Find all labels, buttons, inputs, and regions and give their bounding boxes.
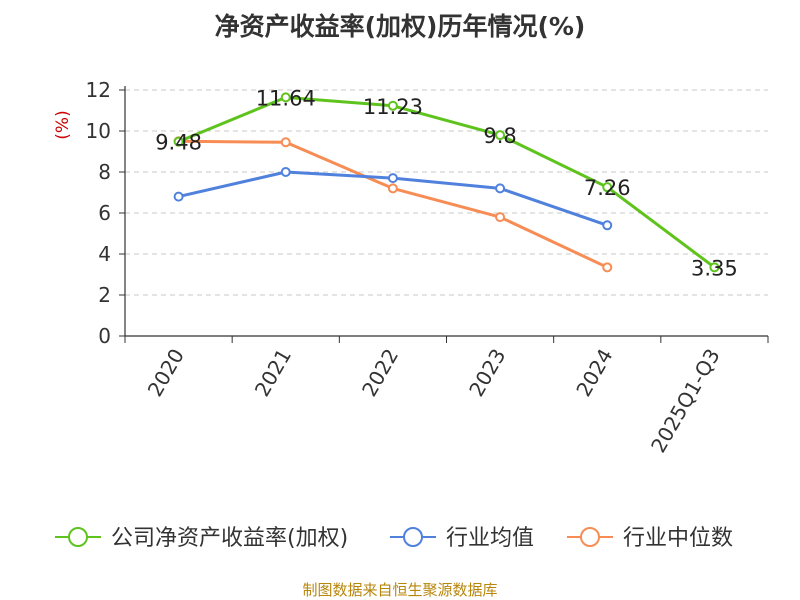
- y-tick-label: 0: [98, 324, 111, 348]
- data-label: 9.48: [155, 131, 202, 155]
- y-tick-label: 12: [86, 78, 111, 102]
- legend-marker-2: [580, 527, 600, 547]
- data-label: 9.8: [483, 124, 516, 148]
- data-label: 3.35: [691, 256, 738, 280]
- data-point: [495, 212, 506, 223]
- data-point: [495, 130, 506, 141]
- source-note: 制图数据来自恒生聚源数据库: [302, 581, 497, 599]
- data-point: [173, 191, 184, 202]
- y-tick-label: 8: [98, 160, 111, 184]
- legend-marker-0: [68, 527, 88, 547]
- legend: 公司净资产收益率(加权) 行业均值 行业中位数: [55, 526, 733, 551]
- data-label: 11.23: [363, 95, 423, 119]
- y-tick-label: 2: [98, 283, 111, 307]
- data-point: [280, 167, 291, 177]
- data-labels: 9.48 11.64 11.23 9.8 7.26 3.35: [155, 86, 738, 280]
- legend-label-2: 行业中位数: [623, 526, 733, 551]
- chart-title: 净资产收益率(加权)历年情况(%): [215, 12, 586, 41]
- data-point: [495, 183, 506, 194]
- x-tick-label: 2022: [357, 345, 403, 401]
- data-point: [709, 262, 720, 273]
- data-label: 11.64: [256, 86, 316, 110]
- x-tick-label: 2023: [464, 345, 510, 401]
- x-tick-label: 2025Q1-Q3: [646, 345, 725, 457]
- gridlines: [125, 89, 768, 296]
- y-axis-label: (%): [53, 110, 73, 139]
- data-point: [280, 92, 291, 103]
- y-tick-label: 4: [98, 242, 111, 266]
- data-point: [280, 137, 291, 148]
- legend-label-1: 行业均值: [446, 526, 534, 551]
- data-point: [173, 136, 184, 147]
- data-point: [387, 100, 398, 111]
- legend-marker-1: [403, 527, 423, 547]
- data-point: [387, 183, 398, 194]
- data-point: [602, 182, 613, 193]
- x-tick-label: 2021: [250, 345, 296, 401]
- data-point: [602, 220, 613, 231]
- x-tick-label: 2020: [143, 345, 189, 401]
- series-line-0: [178, 95, 716, 269]
- y-tick-label: 10: [86, 119, 111, 143]
- legend-label-0: 公司净资产收益率(加权): [111, 526, 348, 551]
- data-point: [602, 262, 613, 273]
- x-tick-label: 2024: [571, 345, 617, 401]
- y-tick-label: 6: [98, 201, 111, 225]
- data-label: 7.26: [584, 176, 631, 200]
- data-point: [387, 173, 398, 184]
- series-group: [173, 92, 720, 273]
